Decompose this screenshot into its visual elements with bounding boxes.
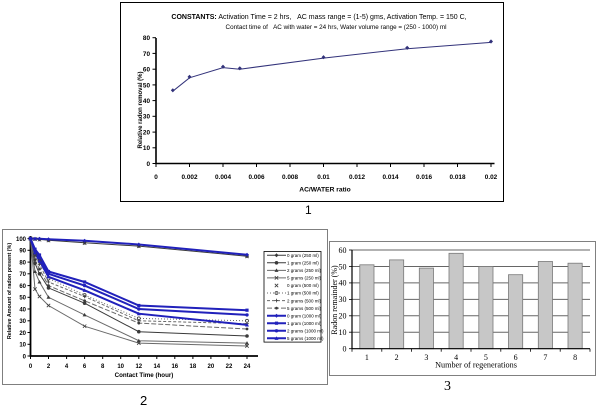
svg-text:2 grams (500 ml): 2 grams (500 ml): [287, 298, 322, 303]
svg-text:24: 24: [244, 364, 251, 370]
svg-text:0: 0: [29, 364, 33, 370]
svg-text:80: 80: [19, 260, 26, 266]
svg-text:0.014: 0.014: [383, 174, 399, 181]
svg-text:1: 1: [365, 353, 369, 362]
svg-text:4: 4: [65, 364, 69, 370]
svg-text:30: 30: [143, 114, 151, 121]
svg-text:Number of regenerations: Number of regenerations: [435, 361, 517, 370]
svg-text:0: 0: [146, 161, 150, 168]
svg-text:1 gram (1000 ml): 1 gram (1000 ml): [287, 321, 322, 326]
svg-text:60: 60: [339, 246, 347, 255]
svg-text:0: 0: [154, 174, 158, 181]
svg-text:90: 90: [19, 249, 26, 255]
svg-text:0.008: 0.008: [282, 174, 298, 181]
svg-text:0.002: 0.002: [182, 174, 198, 181]
svg-text:Relative Amount of radon prese: Relative Amount of radon present (%): [7, 243, 13, 339]
svg-text:12: 12: [135, 364, 142, 370]
svg-text:Relative radon removal (%): Relative radon removal (%): [138, 71, 144, 148]
svg-text:0 gram (500 ml): 0 gram (500 ml): [287, 283, 319, 288]
svg-text:5 grams (1000 ml): 5 grams (1000 ml): [287, 336, 324, 341]
svg-text:10: 10: [339, 328, 347, 337]
svg-text:100: 100: [16, 237, 27, 243]
svg-text:2 grams (250 ml): 2 grams (250 ml): [287, 268, 322, 273]
svg-text:3: 3: [424, 353, 428, 362]
svg-text:14: 14: [153, 364, 160, 370]
svg-text:30: 30: [19, 319, 26, 325]
svg-text:6: 6: [514, 353, 518, 362]
svg-text:70: 70: [19, 272, 26, 278]
svg-text:0.02: 0.02: [485, 174, 498, 181]
svg-text:8: 8: [101, 364, 105, 370]
svg-text:5 grams (500 ml): 5 grams (500 ml): [287, 306, 322, 311]
svg-text:0 gram (1000 ml): 0 gram (1000 ml): [287, 313, 322, 318]
svg-text:Radon remainder (%): Radon remainder (%): [330, 265, 339, 335]
svg-text:Contact time of AC with wate: Contact time of AC with water = 24 hrs, …: [226, 24, 447, 31]
svg-text:1 gram (500 ml): 1 gram (500 ml): [287, 291, 319, 296]
svg-text:0: 0: [343, 345, 347, 354]
svg-text:20: 20: [208, 364, 215, 370]
svg-text:2: 2: [395, 353, 399, 362]
svg-text:16: 16: [171, 364, 178, 370]
svg-text:4: 4: [454, 353, 458, 362]
svg-text:5 grams (250 ml): 5 grams (250 ml): [287, 276, 322, 281]
svg-text:Contact Time (hour): Contact Time (hour): [115, 372, 174, 379]
svg-text:30: 30: [339, 295, 347, 304]
svg-text:70: 70: [143, 51, 151, 58]
svg-text:18: 18: [190, 364, 197, 370]
svg-text:CONSTANTS: Activation Time = 2: CONSTANTS: Activation Time = 2 hrs, AC m…: [171, 14, 466, 21]
svg-text:0.012: 0.012: [349, 174, 365, 181]
svg-text:40: 40: [143, 98, 151, 105]
svg-text:0.01: 0.01: [317, 174, 330, 181]
svg-text:1 gram (250 ml): 1 gram (250 ml): [287, 261, 319, 266]
svg-text:40: 40: [19, 307, 26, 313]
svg-text:0.006: 0.006: [249, 174, 265, 181]
svg-text:20: 20: [19, 331, 26, 337]
svg-text:0: 0: [23, 354, 27, 360]
svg-text:6: 6: [83, 364, 87, 370]
svg-text:AC/WATER ratio: AC/WATER ratio: [299, 187, 351, 194]
svg-text:22: 22: [226, 364, 233, 370]
svg-text:7: 7: [543, 353, 547, 362]
svg-text:5: 5: [484, 353, 488, 362]
svg-text:2: 2: [47, 364, 51, 370]
svg-text:8: 8: [573, 353, 577, 362]
svg-text:50: 50: [19, 296, 26, 302]
svg-text:50: 50: [339, 262, 347, 271]
svg-text:10: 10: [143, 145, 151, 152]
svg-text:0 gram (250 ml): 0 gram (250 ml): [287, 253, 319, 258]
svg-text:20: 20: [339, 312, 347, 321]
svg-text:60: 60: [143, 67, 151, 74]
svg-text:0.016: 0.016: [416, 174, 432, 181]
svg-text:10: 10: [19, 343, 26, 349]
svg-text:80: 80: [143, 35, 151, 42]
svg-text:60: 60: [19, 284, 26, 290]
svg-text:0.018: 0.018: [450, 174, 466, 181]
svg-text:10: 10: [117, 364, 124, 370]
svg-text:0.004: 0.004: [215, 174, 231, 181]
svg-text:20: 20: [143, 130, 151, 137]
svg-text:50: 50: [143, 82, 151, 89]
svg-text:40: 40: [339, 279, 347, 288]
svg-text:2 grams (1000 ml): 2 grams (1000 ml): [287, 329, 324, 334]
